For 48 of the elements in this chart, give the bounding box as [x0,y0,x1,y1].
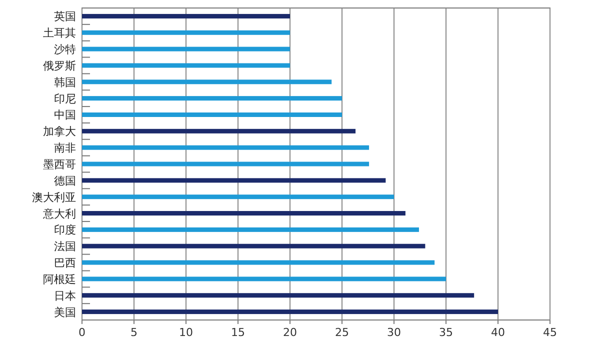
bar [82,46,290,52]
y-tick-label: 巴西 [54,256,76,270]
bar [82,30,290,35]
bar [82,276,446,282]
bar [82,63,290,68]
bar [82,128,356,134]
x-tick-label: 10 [179,326,193,339]
y-tick-label: 澳大利亚 [32,190,76,204]
y-tick-label: 南非 [54,142,76,155]
bar [82,112,342,117]
y-tick-label: 美国 [54,306,76,319]
x-tick-label: 20 [283,326,297,339]
x-tick-label: 0 [78,326,86,339]
y-tick-label: 英国 [54,10,76,24]
y-tick-label: 韩国 [54,76,76,89]
bar [82,14,290,18]
y-tick-label: 土耳其 [43,26,76,40]
bar [82,310,498,314]
bar [82,96,342,101]
y-tick-label: 阿根廷 [43,272,76,286]
y-tick-label: 俄罗斯 [43,59,76,72]
bar [82,211,406,216]
y-tick-label: 沙特 [54,43,76,56]
x-tick-label: 35 [439,326,453,339]
bar [82,145,370,150]
bar [82,244,426,248]
bar [82,80,332,84]
x-tick-label: 40 [491,326,505,339]
bar [82,162,370,166]
bar [82,260,435,265]
x-tick-label: 30 [387,326,401,339]
bar [82,178,386,183]
y-tick-label: 日本 [54,289,76,302]
y-tick-label: 墨西哥 [43,158,76,171]
x-tick-label: 5 [130,326,138,339]
bar [82,227,419,232]
x-tick-label: 25 [335,326,349,339]
bar [82,293,474,298]
y-tick-label: 加拿大 [43,125,76,138]
y-tick-label: 法国 [54,240,76,254]
y-tick-label: 中国 [54,108,76,122]
x-tick-label: 15 [231,326,245,339]
y-tick-label: 印度 [54,224,76,237]
x-tick-label: 45 [543,326,557,339]
y-tick-label: 意大利 [42,207,76,220]
y-tick-label: 德国 [54,174,76,188]
bar [82,194,394,200]
y-tick-label: 印尼 [54,92,76,106]
